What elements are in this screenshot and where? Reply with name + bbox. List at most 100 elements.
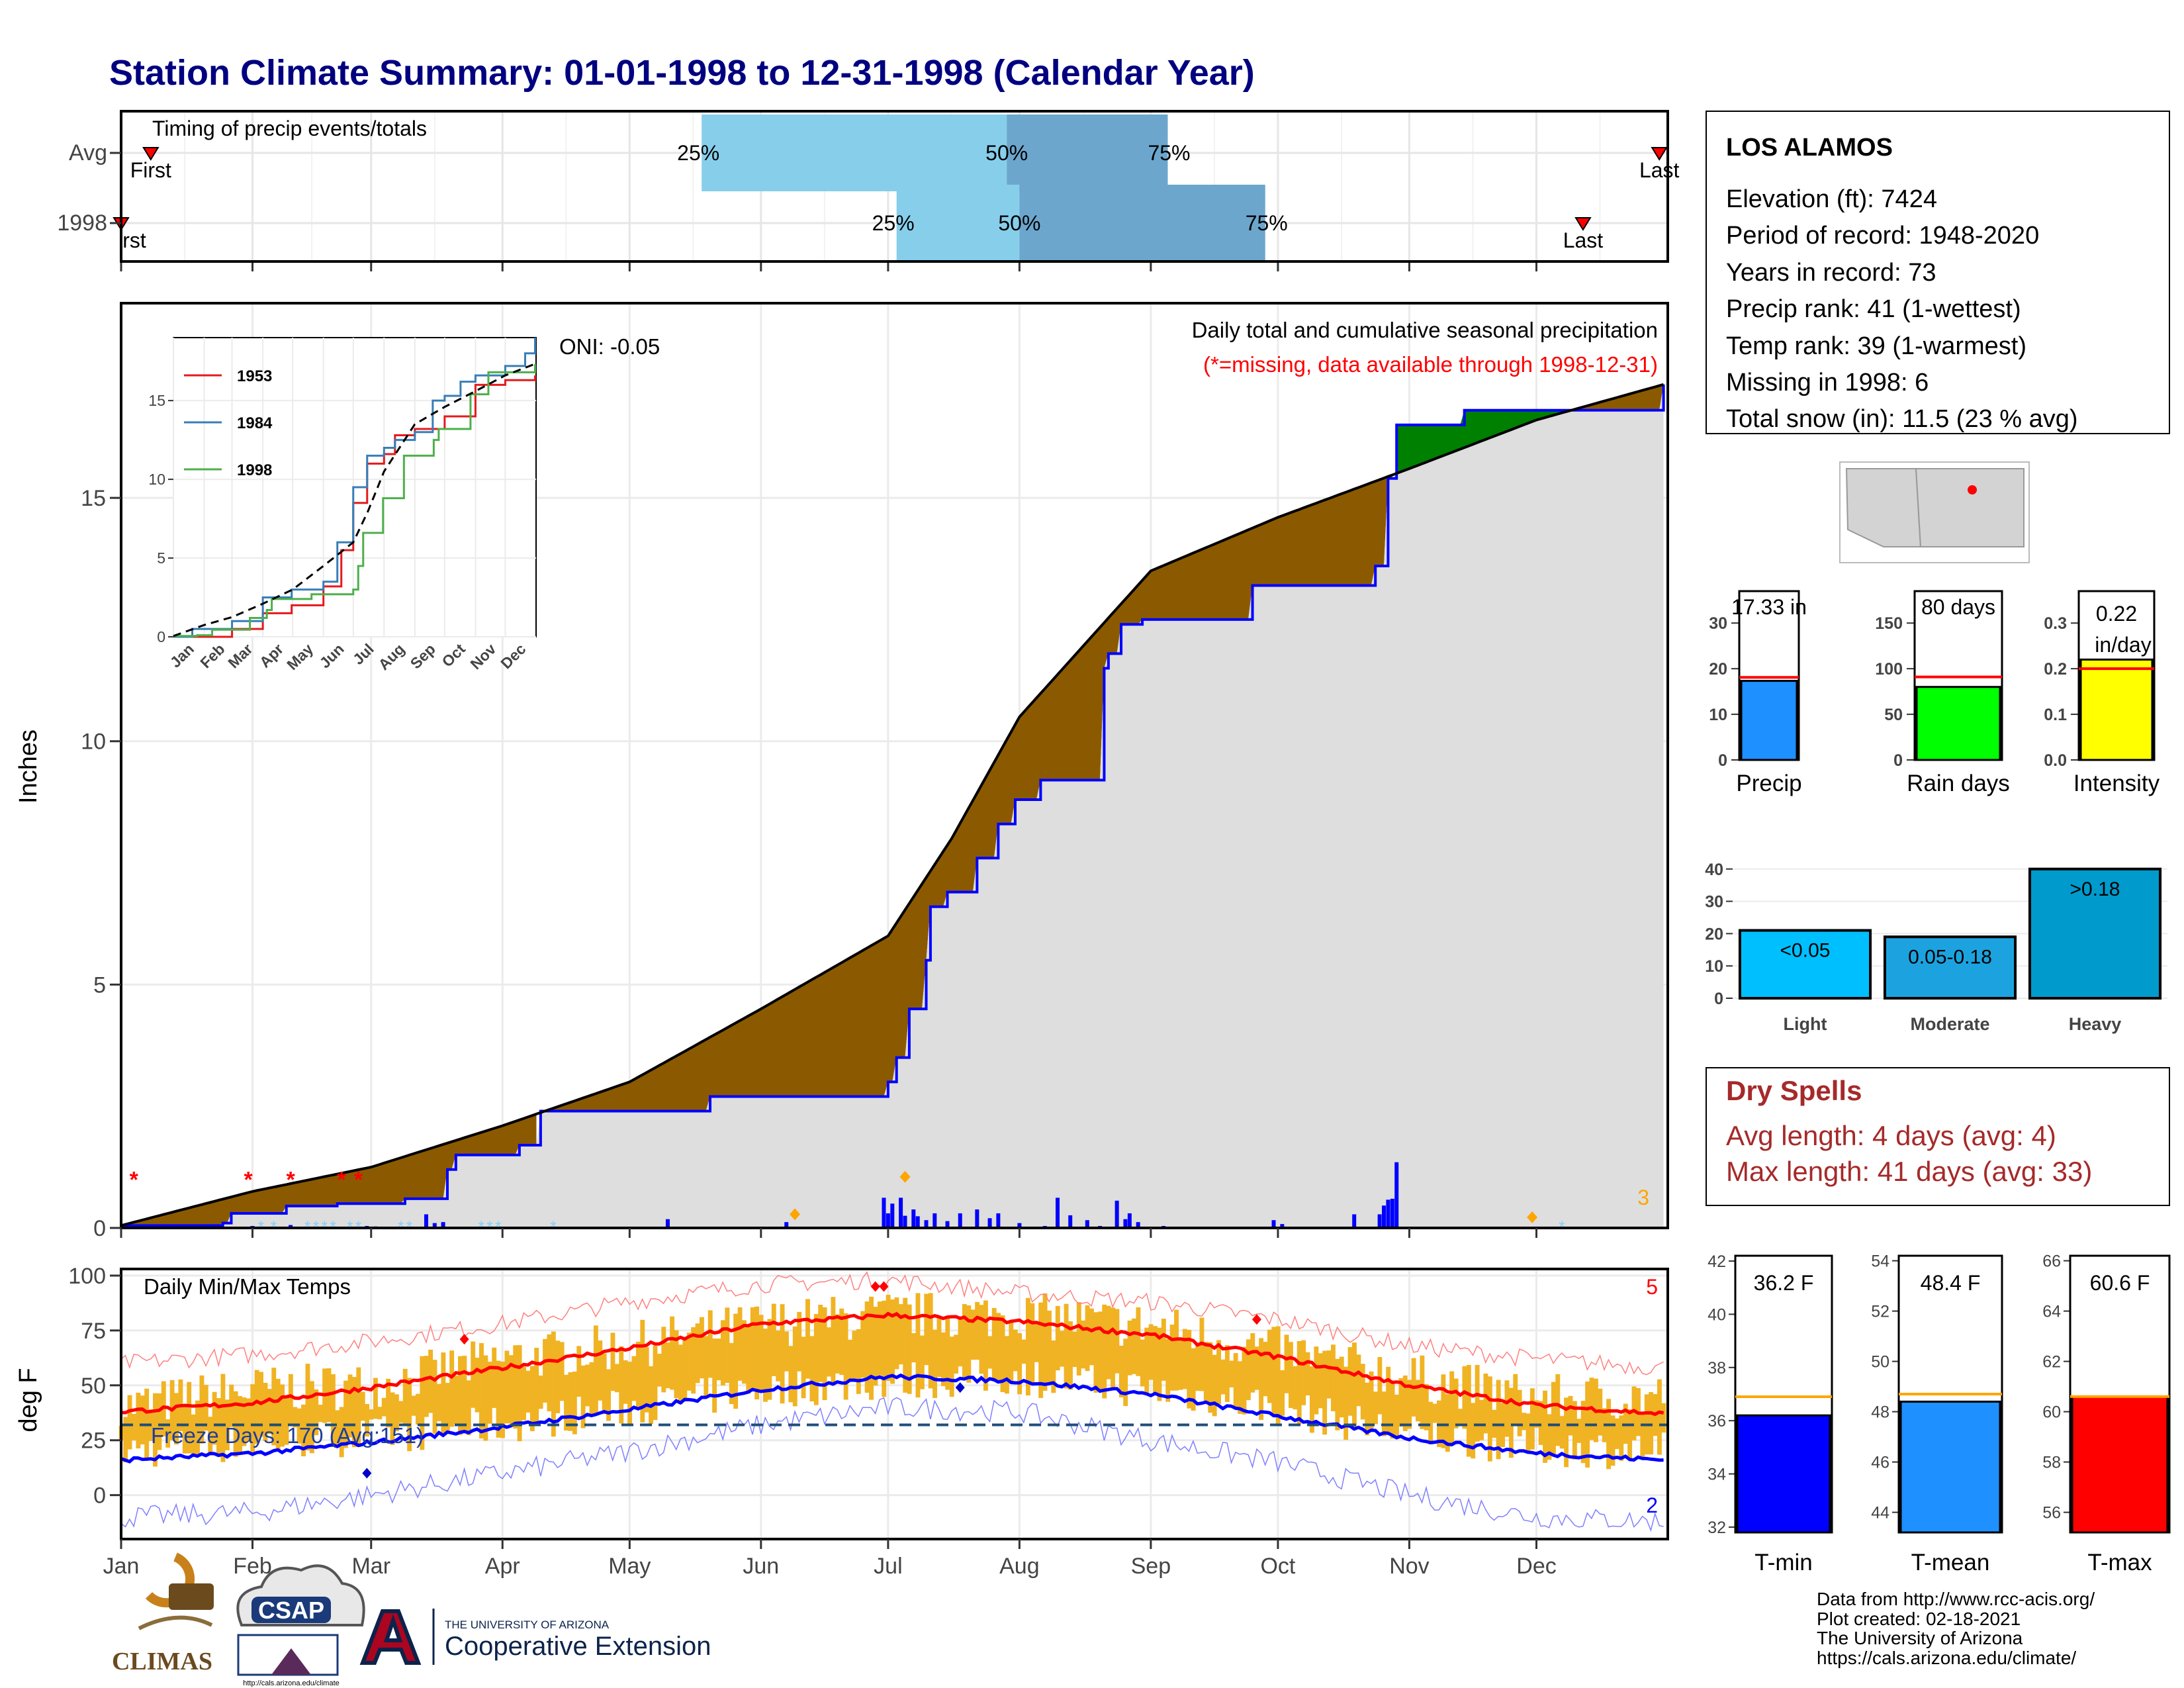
daily-precip-bar	[289, 1225, 293, 1228]
daily-temp-range-bar	[187, 1382, 192, 1454]
missing-marker: *	[337, 1167, 346, 1192]
daily-temp-range-bar	[432, 1360, 437, 1434]
daily-precip-bar	[441, 1222, 445, 1228]
precip-subtitle: Daily total and cumulative seasonal prec…	[1192, 318, 1658, 342]
daily-temp-range-bar	[869, 1296, 874, 1400]
daily-temp-range-bar	[182, 1405, 187, 1454]
daily-temp-range-bar	[809, 1336, 815, 1402]
daily-precip-bar	[1271, 1220, 1276, 1228]
daily-temp-range-bar	[1487, 1376, 1492, 1462]
daily-temp-range-bar	[1309, 1366, 1314, 1433]
daily-temp-range-bar	[928, 1293, 933, 1389]
locator-map	[1839, 461, 2030, 563]
y-tick-label: 60	[2042, 1403, 2061, 1422]
daily-temp-range-bar	[954, 1335, 959, 1374]
daily-temp-range-bar	[1009, 1322, 1014, 1383]
daily-temp-range-bar	[1030, 1303, 1035, 1385]
daily-precip-bar	[1136, 1222, 1140, 1228]
y-tick-label: 62	[2042, 1353, 2061, 1372]
x-tick-label: Mar	[351, 1554, 390, 1579]
daily-temp-range-bar	[1432, 1403, 1437, 1423]
timing-row-label-avg: Avg	[69, 140, 107, 165]
daily-temp-range-bar	[1042, 1293, 1048, 1391]
timing-pct-label: 25%	[677, 141, 719, 165]
daily-precip-bar	[1280, 1224, 1285, 1228]
daily-temp-range-bar	[424, 1356, 429, 1417]
daily-temp-range-bar	[674, 1330, 679, 1399]
y-tick-label: 50	[1871, 1353, 1889, 1372]
daily-temp-range-bar	[1161, 1319, 1166, 1381]
daily-temp-range-bar	[458, 1356, 463, 1435]
daily-temp-range-bar	[314, 1389, 319, 1436]
daily-temp-range-bar	[1144, 1327, 1150, 1394]
event-bar-label: >0.18	[2070, 878, 2120, 900]
daily-temp-range-bar	[1284, 1335, 1289, 1393]
station-name: LOS ALAMOS	[1726, 134, 1893, 162]
daily-temp-range-bar	[606, 1369, 612, 1421]
temps-title: Daily Min/Max Temps	[144, 1274, 351, 1299]
daily-temp-range-bar	[1504, 1380, 1510, 1437]
daily-temp-range-bar	[208, 1417, 213, 1454]
daily-precip-bar	[915, 1216, 920, 1228]
daily-temp-range-bar	[288, 1374, 293, 1426]
temp-totals-chart: 32 34 36 38 40 42 36.2 F T-min 44 46 48 50 52 54 48.4 …	[1707, 1252, 2171, 1575]
daily-temp-range-bar	[996, 1313, 1001, 1382]
daily-temp-range-bar	[492, 1347, 497, 1408]
inset-series-line-1953	[173, 375, 536, 638]
daily-temp-range-bar	[852, 1331, 857, 1380]
inset-series-line-1984	[173, 338, 536, 638]
daily-temp-range-bar	[1178, 1340, 1183, 1390]
x-tick-label: Dec	[1516, 1554, 1556, 1579]
y-tick-label: 40	[1707, 1305, 1726, 1324]
daily-temp-range-bar	[640, 1319, 645, 1423]
station-info-box: LOS ALAMOS Elevation (ft): 7424 Period o…	[1706, 111, 2170, 434]
precip-ylabel: Inches	[15, 729, 42, 804]
y-tick-label: 30	[1709, 614, 1727, 633]
daily-precip-bar	[1123, 1219, 1128, 1228]
daily-temp-range-bar	[1428, 1401, 1433, 1444]
daily-temp-range-bar	[1182, 1329, 1187, 1389]
timing-last-marker	[1574, 217, 1592, 231]
y-tick-label: 10	[1709, 706, 1727, 724]
daily-temp-range-bar	[979, 1305, 984, 1374]
daily-temp-range-bar	[1013, 1329, 1018, 1372]
x-tick-label: Oct	[1260, 1554, 1295, 1579]
x-tick-label: Feb	[233, 1554, 272, 1579]
y-tick-label: 44	[1871, 1504, 1889, 1523]
daily-temp-range-bar	[165, 1419, 171, 1448]
daily-temp-range-bar	[335, 1410, 340, 1448]
daily-temp-range-bar	[1174, 1309, 1179, 1391]
daily-temp-range-bar	[402, 1368, 408, 1425]
temp-total-value-label: 60.6 F	[2090, 1271, 2150, 1295]
y-tick-label: 0.2	[2044, 660, 2067, 679]
event-marker	[1527, 1211, 1538, 1223]
daily-temp-range-bar	[1322, 1350, 1328, 1435]
daily-temp-range-bar	[1123, 1338, 1128, 1407]
daily-precip-bar	[987, 1218, 992, 1228]
daily-temp-range-bar	[962, 1304, 967, 1378]
daily-temp-range-bar	[915, 1293, 921, 1398]
y-tick-label: 0	[1718, 751, 1727, 770]
y-tick-label: 50	[81, 1374, 106, 1399]
daily-temp-range-bar	[547, 1334, 552, 1411]
daily-temp-range-bar	[936, 1316, 942, 1378]
daily-temp-range-bar	[1373, 1391, 1378, 1425]
inset-y-tick-label: 15	[148, 392, 165, 409]
daily-temp-range-bar	[275, 1378, 281, 1451]
daily-temp-range-bar	[1471, 1403, 1476, 1459]
daily-temp-range-bar	[1148, 1324, 1154, 1380]
y-tick-label: 50	[1884, 706, 1903, 724]
ua-logo-top: THE UNIVERSITY OF ARIZONA	[445, 1618, 610, 1631]
daily-temp-range-bar	[1224, 1345, 1230, 1402]
y-tick-label: 52	[1871, 1303, 1889, 1321]
y-tick-label: 0	[93, 1216, 106, 1241]
y-tick-label: 100	[68, 1264, 106, 1289]
daily-precip-bar	[424, 1214, 428, 1228]
daily-temp-range-bar	[704, 1336, 709, 1398]
x-tick-label: Jul	[874, 1554, 902, 1579]
daily-temp-range-bar	[1301, 1340, 1306, 1405]
daily-temp-range-bar	[529, 1366, 535, 1432]
daily-temp-range-bar	[1386, 1366, 1391, 1432]
daily-temp-range-bar	[1127, 1320, 1132, 1376]
